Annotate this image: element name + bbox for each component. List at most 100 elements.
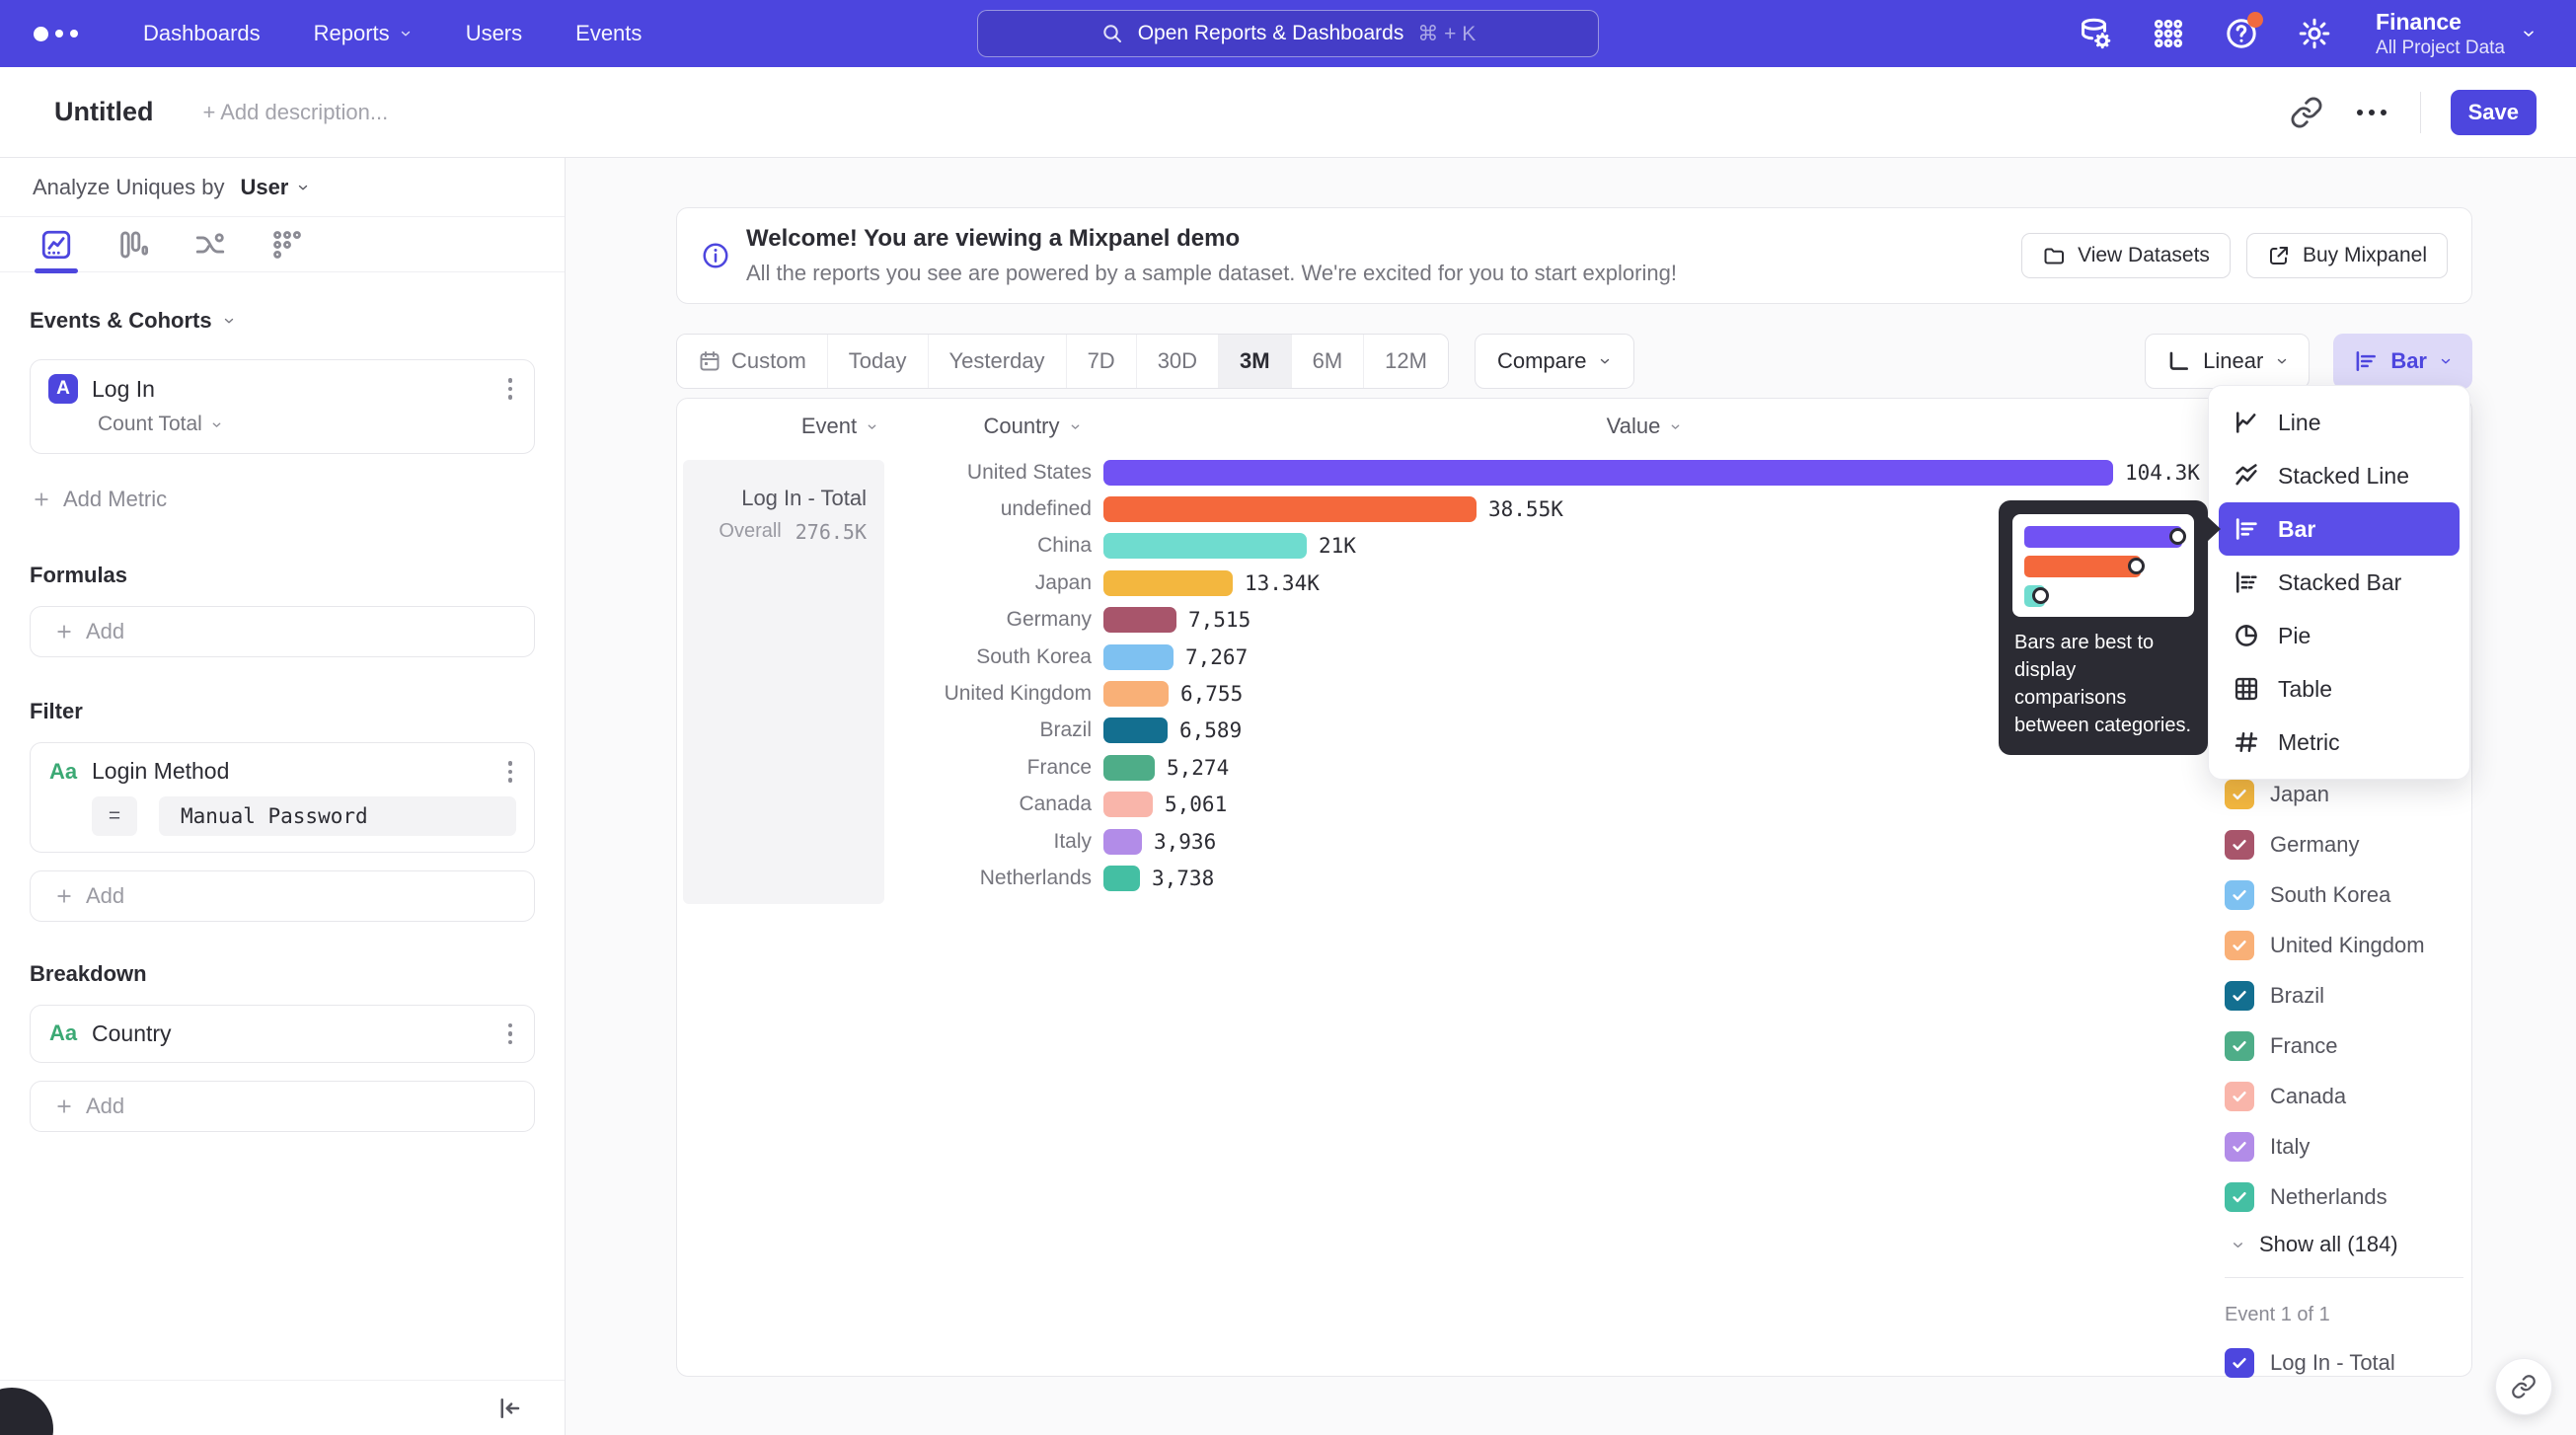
tab-retention-icon[interactable] — [270, 228, 304, 262]
bar-segment[interactable] — [1103, 459, 2113, 486]
column-header-event[interactable]: Event — [756, 399, 924, 454]
show-all-button[interactable]: Show all (184) — [2225, 1222, 2398, 1267]
filter-property-name[interactable]: Login Method — [92, 758, 230, 785]
data-management-icon[interactable] — [2078, 16, 2113, 51]
analyze-entity-selector[interactable]: User — [234, 174, 316, 201]
menu-item-line[interactable]: Line — [2219, 396, 2460, 449]
bar-segment[interactable] — [1103, 496, 1477, 523]
column-header-country[interactable]: Country — [948, 399, 1116, 454]
menu-item-metric[interactable]: Metric — [2219, 716, 2460, 769]
date-range-custom[interactable]: Custom — [677, 335, 828, 388]
bar-segment[interactable] — [1103, 754, 1155, 781]
bar-segment[interactable] — [1103, 865, 1140, 891]
add-filter-button[interactable]: Add — [30, 869, 535, 922]
bar-segment[interactable] — [1103, 643, 1174, 670]
filter-options-icon[interactable] — [504, 757, 517, 787]
help-icon[interactable] — [2224, 12, 2264, 51]
date-range-today[interactable]: Today — [827, 335, 929, 388]
overall-label: Overall — [719, 520, 782, 542]
legend-event-item[interactable]: Log In - Total — [2225, 1348, 2463, 1378]
project-selector[interactable]: Finance All Project Data — [2370, 8, 2542, 60]
bar-segment[interactable] — [1103, 681, 1169, 708]
checkbox-checked[interactable] — [2225, 930, 2254, 960]
chart-type-selector[interactable]: Bar — [2333, 334, 2472, 389]
event-options-icon[interactable] — [504, 374, 517, 404]
search-shortcut: ⌘ + K — [1417, 22, 1477, 45]
add-description-field[interactable]: + Add description... — [202, 99, 389, 124]
add-formula-button[interactable]: Add — [30, 606, 535, 657]
date-range-12m[interactable]: 12M — [1364, 335, 1448, 388]
nav-item-dashboards[interactable]: Dashboards — [143, 21, 261, 45]
nav-item-users[interactable]: Users — [465, 21, 523, 45]
copy-link-icon[interactable] — [2290, 96, 2323, 129]
checkbox-checked[interactable] — [2225, 779, 2254, 809]
search-input[interactable]: Open Reports & Dashboards ⌘ + K — [977, 10, 1599, 57]
aggregation-selector[interactable]: Count Total — [92, 412, 229, 437]
date-range-yesterday[interactable]: Yesterday — [928, 335, 1067, 388]
legend-item-south-korea[interactable]: South Korea — [2225, 869, 2463, 920]
checkbox-checked[interactable] — [2225, 1348, 2254, 1378]
checkbox-checked[interactable] — [2225, 879, 2254, 910]
menu-item-pie[interactable]: Pie — [2219, 609, 2460, 662]
tab-insights-icon[interactable] — [35, 228, 78, 273]
checkbox-checked[interactable] — [2225, 829, 2254, 860]
date-range-30d[interactable]: 30D — [1136, 335, 1220, 388]
nav-item-reports[interactable]: Reports — [314, 21, 413, 46]
checkbox-checked[interactable] — [2225, 1081, 2254, 1111]
checkbox-checked[interactable] — [2225, 980, 2254, 1011]
legend-item-united-kingdom[interactable]: United Kingdom — [2225, 920, 2463, 970]
tab-funnels-icon[interactable] — [116, 228, 150, 262]
report-title[interactable]: Untitled — [54, 97, 154, 126]
breakdown-card[interactable]: Aa Country — [30, 1004, 535, 1063]
filter-card[interactable]: Aa Login Method = Manual Password — [30, 742, 535, 853]
legend-item-brazil[interactable]: Brazil — [2225, 970, 2463, 1020]
events-section-header[interactable]: Events & Cohorts — [30, 308, 535, 334]
bar-segment[interactable] — [1103, 533, 1307, 560]
scale-selector[interactable]: Linear — [2145, 334, 2311, 389]
event-name[interactable]: Log In — [92, 375, 155, 402]
date-range-3m[interactable]: 3M — [1219, 335, 1292, 388]
bar-segment[interactable] — [1103, 792, 1153, 818]
save-button[interactable]: Save — [2450, 89, 2537, 135]
tooltip-arrow — [2207, 516, 2221, 542]
bar-segment[interactable] — [1103, 828, 1142, 855]
bar-segment[interactable] — [1103, 718, 1168, 744]
add-breakdown-button[interactable]: Add — [30, 1081, 535, 1132]
add-metric-button[interactable]: Add Metric — [30, 478, 167, 521]
breakdown-property-name[interactable]: Country — [92, 1020, 172, 1046]
date-range-6m[interactable]: 6M — [1291, 335, 1365, 388]
legend-item-italy[interactable]: Italy — [2225, 1121, 2463, 1171]
apps-grid-icon[interactable] — [2151, 16, 2186, 51]
filter-operator-chip[interactable]: = — [92, 795, 137, 836]
menu-item-stacked-line[interactable]: Stacked Line — [2219, 449, 2460, 502]
legend-item-france[interactable]: France — [2225, 1020, 2463, 1071]
menu-item-stacked-bar[interactable]: Stacked Bar — [2219, 556, 2460, 609]
event-card[interactable]: A Log In Count Total — [30, 359, 535, 454]
menu-item-table[interactable]: Table — [2219, 662, 2460, 716]
legend-item-canada[interactable]: Canada — [2225, 1071, 2463, 1121]
buy-mixpanel-button[interactable]: Buy Mixpanel — [2245, 233, 2448, 278]
mixpanel-logo-icon[interactable] — [34, 26, 78, 41]
date-range-7d[interactable]: 7D — [1066, 335, 1137, 388]
settings-gear-icon[interactable] — [2297, 16, 2332, 51]
menu-item-bar[interactable]: Bar — [2219, 502, 2460, 556]
share-link-button[interactable] — [2495, 1358, 2552, 1415]
checkbox-checked[interactable] — [2225, 1181, 2254, 1212]
more-options-button[interactable] — [2353, 109, 2390, 115]
view-datasets-button[interactable]: View Datasets — [2021, 233, 2231, 278]
filter-value-chip[interactable]: Manual Password — [159, 795, 516, 836]
bar-segment[interactable] — [1103, 569, 1233, 596]
breakdown-options-icon[interactable] — [504, 1020, 517, 1049]
checkbox-checked[interactable] — [2225, 1030, 2254, 1061]
legend-item-japan[interactable]: Japan — [2225, 769, 2463, 819]
column-header-value[interactable]: Value — [1560, 399, 1728, 454]
collapse-sidebar-icon[interactable] — [493, 1394, 523, 1423]
tab-flows-icon[interactable] — [193, 228, 227, 262]
legend-item-germany[interactable]: Germany — [2225, 819, 2463, 869]
stacked-bar-chart-icon — [2233, 568, 2260, 596]
bar-segment[interactable] — [1103, 607, 1176, 634]
checkbox-checked[interactable] — [2225, 1131, 2254, 1162]
compare-button[interactable]: Compare — [1474, 334, 1635, 389]
nav-item-events[interactable]: Events — [575, 21, 643, 45]
legend-item-netherlands[interactable]: Netherlands — [2225, 1171, 2463, 1222]
